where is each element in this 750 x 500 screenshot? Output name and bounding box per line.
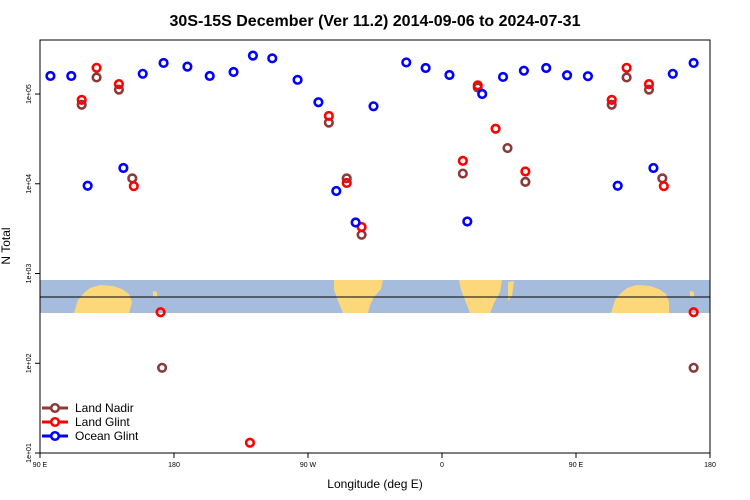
land-nadir-point xyxy=(643,84,655,95)
ocean-glint-point xyxy=(497,71,509,83)
ocean-glint-point xyxy=(444,69,455,81)
ocean-glint-point xyxy=(118,162,129,174)
land-glint-point xyxy=(341,177,352,189)
map-land-australia-2 xyxy=(611,285,669,313)
map-land-madagascar xyxy=(508,281,514,301)
ocean-glint-point xyxy=(137,68,148,79)
land-nadir-point xyxy=(356,229,367,240)
x-tick-label: 90 E xyxy=(569,462,584,469)
ocean-glint-point xyxy=(228,66,239,78)
legend-label: Ocean Glint xyxy=(75,429,139,443)
map-land-australia-1 xyxy=(74,285,132,313)
land-nadir-point xyxy=(502,142,513,154)
legend-item-ocean-glint: Ocean Glint xyxy=(42,429,139,443)
ocean-glint-point xyxy=(158,57,169,69)
map-land-new-zealand-1 xyxy=(153,291,157,297)
x-axis-label: Longitude (deg E) xyxy=(327,477,422,491)
y-axis-label: N Total xyxy=(0,227,13,264)
legend-item-land-nadir: Land Nadir xyxy=(42,401,134,415)
land-nadir-point xyxy=(91,72,102,83)
world-map-strip xyxy=(40,280,710,313)
land-glint-point xyxy=(155,307,166,318)
ocean-glint-point xyxy=(45,70,56,82)
land-nadir-point xyxy=(127,173,138,184)
legend-label: Land Nadir xyxy=(75,401,134,415)
land-nadir-point xyxy=(606,99,617,110)
land-glint-point xyxy=(323,110,334,122)
y-axis: 1e+01 1e+02 1e+03 1e+04 1e+05 xyxy=(26,84,40,463)
land-glint-point xyxy=(606,94,617,106)
ocean-glint-point xyxy=(267,53,278,64)
ocean-glint-point xyxy=(582,71,594,82)
ocean-glint-point xyxy=(541,62,552,74)
land-nadir-point xyxy=(156,362,168,373)
y-tick-label: 1e+05 xyxy=(26,84,33,104)
x-tick-label: 0 xyxy=(440,462,444,469)
ocean-glint-point xyxy=(66,70,77,82)
ocean-glint-point xyxy=(247,50,259,61)
y-tick-label: 1e+02 xyxy=(26,353,33,373)
ocean-glint-point xyxy=(462,216,473,227)
land-glint-point xyxy=(688,307,699,318)
x-tick-label: 90 E xyxy=(33,462,48,469)
ocean-glint-point xyxy=(612,180,623,191)
land-nadir-point xyxy=(113,84,125,95)
plot-frame xyxy=(39,39,711,454)
land-glint-point xyxy=(621,62,632,73)
land-glint-point xyxy=(128,181,139,192)
ocean-glint-point xyxy=(292,74,303,85)
legend-label: Land Glint xyxy=(75,415,130,429)
land-nadir-point xyxy=(688,362,699,373)
ocean-glint-point xyxy=(182,61,193,72)
land-glint-point xyxy=(244,437,256,448)
y-tick-label: 1e+01 xyxy=(26,443,33,463)
land-nadir-point xyxy=(520,176,531,187)
ocean-glint-point xyxy=(420,62,431,74)
x-axis: 90 E 180 90 W 0 90 E 180 xyxy=(33,453,716,469)
land-glint-point xyxy=(658,181,669,192)
legend-item-land-glint: Land Glint xyxy=(42,415,130,429)
land-nadir-point xyxy=(657,173,668,184)
data-points xyxy=(45,50,699,448)
x-tick-label: 180 xyxy=(168,462,180,469)
y-tick-label: 1e+04 xyxy=(26,174,33,194)
ocean-glint-point xyxy=(561,70,573,81)
map-land-new-zealand-2 xyxy=(690,291,694,297)
y-tick-label: 1e+03 xyxy=(26,264,33,284)
land-glint-point xyxy=(91,62,102,73)
land-glint-point xyxy=(457,155,468,166)
land-glint-point xyxy=(76,94,87,106)
land-glint-point xyxy=(643,79,655,90)
legend-marker xyxy=(49,430,61,442)
land-nadir-point xyxy=(621,72,632,83)
land-glint-point xyxy=(490,123,501,134)
ocean-glint-point xyxy=(331,185,342,197)
ocean-glint-point xyxy=(401,57,412,68)
legend-marker xyxy=(49,402,61,414)
legend: Land Nadir Land Glint Ocean Glint xyxy=(42,401,139,443)
land-nadir-point xyxy=(76,99,87,110)
land-glint-point xyxy=(113,79,125,90)
ocean-glint-point xyxy=(204,70,215,82)
ocean-glint-point xyxy=(518,65,529,76)
x-tick-label: 180 xyxy=(704,462,716,469)
ocean-glint-point xyxy=(688,57,699,69)
ocean-glint-point xyxy=(477,88,488,100)
land-nadir-point xyxy=(457,168,468,179)
land-nadir-point xyxy=(341,173,352,184)
ocean-glint-point xyxy=(648,162,659,174)
ocean-glint-point xyxy=(350,217,361,228)
ocean-glint-point xyxy=(313,97,324,108)
land-glint-point xyxy=(472,80,483,91)
ocean-glint-point xyxy=(82,180,93,191)
legend-marker xyxy=(49,416,61,428)
ocean-glint-point xyxy=(368,101,379,112)
ocean-glint-point xyxy=(667,68,678,79)
chart-title: 30S-15S December (Ver 11.2) 2014-09-06 t… xyxy=(170,13,581,30)
x-tick-label: 90 W xyxy=(300,462,317,469)
land-glint-point xyxy=(520,166,531,177)
